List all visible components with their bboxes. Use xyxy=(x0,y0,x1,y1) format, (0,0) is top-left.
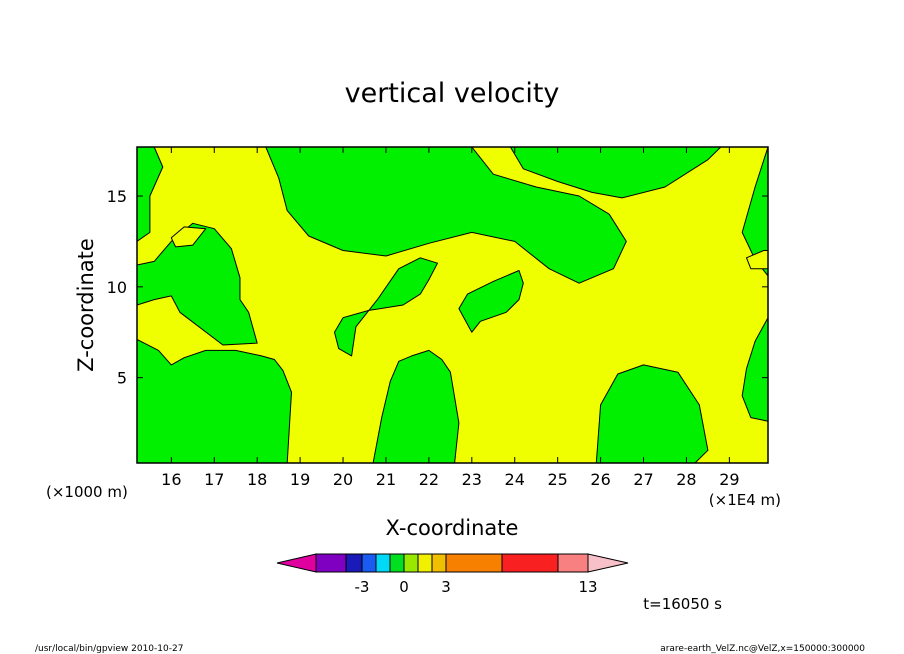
x-tick-label: 25 xyxy=(547,470,567,489)
x-tick-label: 21 xyxy=(376,470,396,489)
x-tick-label: 24 xyxy=(505,470,525,489)
x-tick-label: 18 xyxy=(247,470,267,489)
x-axis: 16 17 18 19 20 21 22 23 24 25 26 27 28 29 xyxy=(161,147,740,489)
y-axis-label: Z-coordinate xyxy=(74,238,98,372)
colorbar-cell xyxy=(417,553,433,573)
colorbar-tick-label: -3 xyxy=(355,578,370,596)
region-green-5 xyxy=(334,257,438,357)
colorbar-cell xyxy=(345,553,363,573)
y-tick-label: 5 xyxy=(117,369,127,388)
x-units-left: (×1000 m) xyxy=(46,483,128,501)
footer-left: /usr/local/bin/gpview 2010-10-27 xyxy=(35,644,183,654)
x-tick-label: 26 xyxy=(590,470,610,489)
plot-frame xyxy=(136,146,769,464)
x-tick-label: 22 xyxy=(419,470,439,489)
region-yellow-1 xyxy=(746,250,768,270)
y-axis: 5 10 15 xyxy=(107,187,768,388)
colorbar-cell xyxy=(315,553,347,573)
x-tick-label: 16 xyxy=(161,470,181,489)
x-tick-label: 19 xyxy=(290,470,310,489)
x-tick-label: 27 xyxy=(633,470,653,489)
region-green-0 xyxy=(137,147,164,242)
x-tick-label: 17 xyxy=(204,470,224,489)
time-label: t=16050 s xyxy=(643,595,722,613)
colorbar-cell xyxy=(501,553,559,573)
colorbar-cell xyxy=(445,553,503,573)
colorbar-cell xyxy=(403,553,419,573)
x-units-right: (×1E4 m) xyxy=(709,491,781,509)
x-tick-label: 20 xyxy=(333,470,353,489)
region-green-6 xyxy=(372,349,460,463)
colorbar-arrow-high xyxy=(587,553,629,573)
colorbar-cell xyxy=(431,553,447,573)
x-axis-label: X-coordinate xyxy=(386,516,519,540)
colorbar-tick-label: 0 xyxy=(399,578,409,596)
y-tick-label: 10 xyxy=(107,278,127,297)
region-green-8 xyxy=(595,364,709,463)
contour-regions xyxy=(137,147,768,463)
colorbar-tick-label: 3 xyxy=(441,578,451,596)
region-green-2 xyxy=(137,339,292,463)
region-green-3 xyxy=(265,147,627,284)
colorbar-cell xyxy=(389,553,405,573)
colorbar-tick-label: 13 xyxy=(578,578,597,596)
colorbar-cell xyxy=(361,553,377,573)
colorbar-cell xyxy=(557,553,589,573)
x-tick-label: 23 xyxy=(462,470,482,489)
chart-title: vertical velocity xyxy=(345,78,560,109)
region-green-10 xyxy=(741,147,768,277)
region-yellow-0 xyxy=(170,226,207,248)
x-tick-label: 28 xyxy=(676,470,696,489)
y-tick-label: 15 xyxy=(107,187,127,206)
region-green-7 xyxy=(458,270,524,333)
x-tick-label: 29 xyxy=(719,470,739,489)
colorbar: -3 0 3 13 xyxy=(276,553,629,596)
region-green-4 xyxy=(509,147,722,199)
region-green-9 xyxy=(741,317,768,422)
colorbar-arrow-low xyxy=(276,553,317,573)
footer-right: arare-earth_VelZ.nc@VelZ,x=150000:300000 xyxy=(660,644,865,654)
colorbar-cell xyxy=(375,553,391,573)
